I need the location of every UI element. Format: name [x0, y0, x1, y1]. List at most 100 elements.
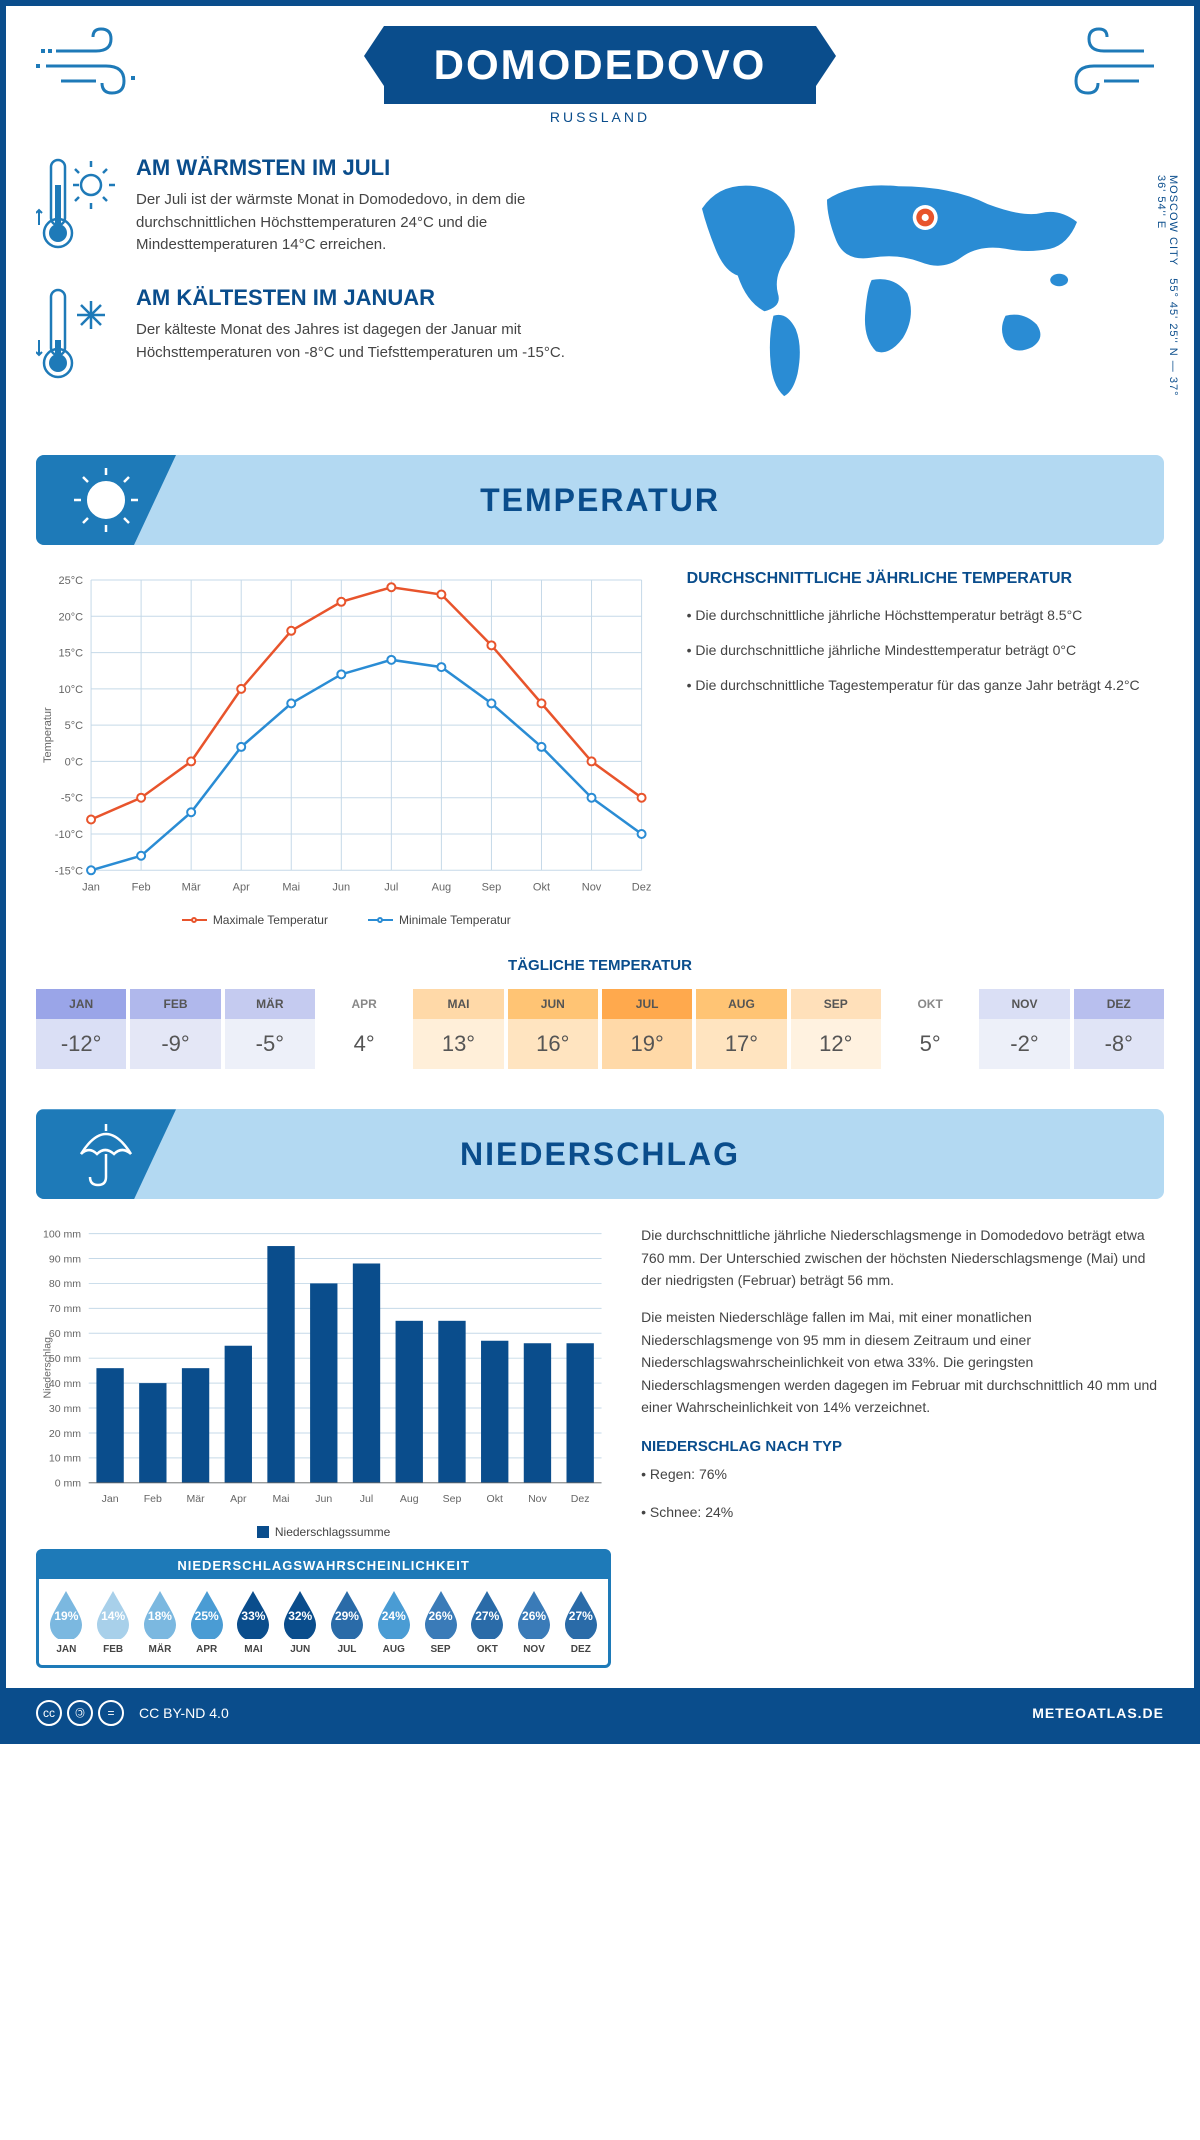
probability-block: NIEDERSCHLAGSWAHRSCHEINLICHKEIT 19%JAN14…: [36, 1549, 611, 1668]
svg-text:Aug: Aug: [432, 881, 452, 893]
country-subtitle: RUSSLAND: [156, 109, 1044, 125]
svg-text:Feb: Feb: [144, 1493, 162, 1505]
svg-text:Jan: Jan: [102, 1493, 119, 1505]
drop-cell: 24%AUG: [371, 1589, 416, 1655]
svg-text:50 mm: 50 mm: [49, 1353, 81, 1365]
warmest-text: Der Juli ist der wärmste Monat in Domode…: [136, 189, 585, 257]
drop-cell: 27%OKT: [465, 1589, 510, 1655]
svg-text:90 mm: 90 mm: [49, 1254, 81, 1266]
temperature-line-chart: -15°C-10°C-5°C0°C5°C10°C15°C20°C25°CJanF…: [36, 570, 657, 900]
month-cell: SEP12°: [791, 989, 881, 1069]
svg-text:Mai: Mai: [273, 1493, 290, 1505]
month-cell: APR4°: [319, 989, 409, 1069]
daily-temp-table: TÄGLICHE TEMPERATUR JAN-12°FEB-9°MÄR-5°A…: [36, 957, 1164, 1069]
svg-text:Jun: Jun: [332, 881, 350, 893]
temp-section-header: TEMPERATUR: [36, 455, 1164, 545]
month-cell: OKT5°: [885, 989, 975, 1069]
svg-text:10 mm: 10 mm: [49, 1453, 81, 1465]
coldest-text: Der kälteste Monat des Jahres ist dagege…: [136, 319, 585, 364]
sun-icon: [71, 465, 141, 535]
month-cell: NOV-2°: [979, 989, 1069, 1069]
svg-text:15°C: 15°C: [58, 648, 83, 660]
svg-text:-5°C: -5°C: [61, 793, 83, 805]
month-cell: JUN16°: [508, 989, 598, 1069]
svg-text:Sep: Sep: [482, 881, 502, 893]
temp-info: DURCHSCHNITTLICHE JÄHRLICHE TEMPERATUR •…: [687, 570, 1164, 927]
svg-text:Nov: Nov: [528, 1493, 547, 1505]
header: DOMODEDOVO RUSSLAND: [36, 26, 1164, 125]
svg-text:Niederschlag: Niederschlag: [41, 1337, 53, 1399]
svg-text:0 mm: 0 mm: [55, 1478, 82, 1490]
drop-cell: 27%DEZ: [558, 1589, 603, 1655]
wind-icon-left: [36, 26, 156, 106]
precip-info: Die durchschnittliche jährliche Niedersc…: [641, 1224, 1164, 1668]
coldest-fact: AM KÄLTESTEN IM JANUAR Der kälteste Mona…: [36, 285, 585, 390]
month-cell: MAI13°: [413, 989, 503, 1069]
svg-text:Nov: Nov: [582, 881, 602, 893]
precip-legend: Niederschlagssumme: [36, 1525, 611, 1539]
svg-text:Feb: Feb: [132, 881, 151, 893]
drop-cell: 14%FEB: [91, 1589, 136, 1655]
drop-cell: 26%SEP: [418, 1589, 463, 1655]
site-name: METEOATLAS.DE: [1032, 1705, 1164, 1721]
world-map-icon: [615, 155, 1164, 405]
warmest-title: AM WÄRMSTEN IM JULI: [136, 155, 585, 181]
temp-title: TEMPERATUR: [176, 482, 1164, 519]
svg-text:80 mm: 80 mm: [49, 1279, 81, 1291]
svg-text:Jul: Jul: [360, 1493, 373, 1505]
drop-cell: 25%APR: [184, 1589, 229, 1655]
svg-text:Apr: Apr: [233, 881, 250, 893]
svg-text:Mär: Mär: [186, 1493, 205, 1505]
svg-text:40 mm: 40 mm: [49, 1378, 81, 1390]
drop-cell: 33%MAI: [231, 1589, 276, 1655]
coordinates: MOSCOW CITY 55° 45' 25'' N — 37° 36' 54'…: [1155, 175, 1179, 415]
temp-legend: Maximale Temperatur Minimale Temperatur: [36, 913, 657, 927]
month-cell: AUG17°: [696, 989, 786, 1069]
svg-text:Jun: Jun: [315, 1493, 332, 1505]
thermometer-hot-icon: [36, 155, 116, 255]
svg-text:30 mm: 30 mm: [49, 1403, 81, 1415]
svg-text:5°C: 5°C: [65, 720, 84, 732]
footer: cc 🄯 = CC BY-ND 4.0 METEOATLAS.DE: [6, 1688, 1194, 1738]
svg-text:Dez: Dez: [571, 1493, 590, 1505]
precip-section-header: NIEDERSCHLAG: [36, 1109, 1164, 1199]
svg-text:Mai: Mai: [282, 881, 300, 893]
svg-text:Temperatur: Temperatur: [42, 707, 54, 763]
svg-text:Okt: Okt: [533, 881, 550, 893]
svg-text:100 mm: 100 mm: [43, 1229, 81, 1241]
drop-cell: 19%JAN: [44, 1589, 89, 1655]
month-cell: MÄR-5°: [225, 989, 315, 1069]
month-cell: JAN-12°: [36, 989, 126, 1069]
drop-cell: 18%MÄR: [138, 1589, 183, 1655]
month-cell: FEB-9°: [130, 989, 220, 1069]
svg-text:20 mm: 20 mm: [49, 1428, 81, 1440]
cc-license-icons: cc 🄯 = CC BY-ND 4.0: [36, 1700, 229, 1726]
svg-text:10°C: 10°C: [58, 684, 83, 696]
month-cell: JUL19°: [602, 989, 692, 1069]
svg-text:Dez: Dez: [632, 881, 652, 893]
month-cell: DEZ-8°: [1074, 989, 1164, 1069]
svg-text:60 mm: 60 mm: [49, 1328, 81, 1340]
city-title: DOMODEDOVO: [434, 41, 767, 89]
coldest-title: AM KÄLTESTEN IM JANUAR: [136, 285, 585, 311]
warmest-fact: AM WÄRMSTEN IM JULI Der Juli ist der wär…: [36, 155, 585, 260]
svg-text:Jan: Jan: [82, 881, 100, 893]
svg-text:Aug: Aug: [400, 1493, 419, 1505]
svg-text:-10°C: -10°C: [55, 829, 83, 841]
precipitation-bar-chart: 0 mm 10 mm 20 mm 30 mm 40 mm 50 mm 60 mm 70 mm 8…: [36, 1224, 611, 1512]
svg-text:Okt: Okt: [487, 1493, 503, 1505]
drop-cell: 32%JUN: [278, 1589, 323, 1655]
drop-cell: 26%NOV: [512, 1589, 557, 1655]
svg-text:70 mm: 70 mm: [49, 1303, 81, 1315]
svg-text:Jul: Jul: [384, 881, 398, 893]
svg-text:Mär: Mär: [182, 881, 201, 893]
svg-text:Sep: Sep: [443, 1493, 462, 1505]
svg-text:Apr: Apr: [230, 1493, 247, 1505]
precip-title: NIEDERSCHLAG: [176, 1136, 1164, 1173]
svg-text:-15°C: -15°C: [55, 865, 83, 877]
thermometer-cold-icon: [36, 285, 116, 385]
wind-icon-right: [1044, 26, 1164, 106]
drop-cell: 29%JUL: [325, 1589, 370, 1655]
svg-text:25°C: 25°C: [58, 575, 83, 587]
svg-text:20°C: 20°C: [58, 611, 83, 623]
